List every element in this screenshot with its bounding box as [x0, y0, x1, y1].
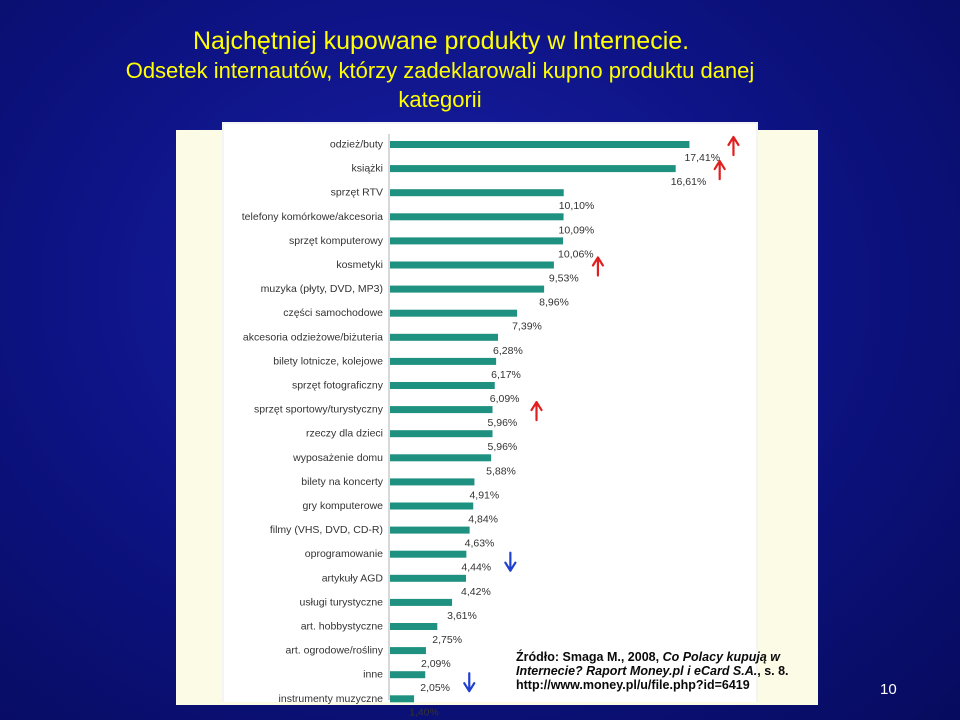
down-arrow-icon	[504, 551, 517, 572]
bar	[390, 189, 564, 197]
value-label: 2,09%	[421, 658, 451, 670]
category-label: kosmetyki	[336, 259, 383, 271]
slide-subtitle: Odsetek internautów, którzy zadeklarowal…	[125, 58, 755, 112]
source-suffix: , s. 8.	[757, 664, 789, 678]
value-label: 8,96%	[539, 297, 569, 309]
value-label: 2,05%	[420, 682, 450, 694]
bar	[390, 309, 518, 317]
bar	[390, 526, 470, 534]
value-label: 17,41%	[684, 152, 720, 164]
up-arrow-icon	[591, 256, 605, 277]
category-label: bilety na koncerty	[301, 476, 383, 488]
value-label: 4,44%	[461, 562, 491, 574]
bar	[390, 357, 497, 365]
source-prefix: Źródło: Smaga M., 2008,	[516, 650, 663, 664]
category-label: sprzęt sportowy/turystyczny	[254, 404, 384, 416]
source-note: Źródło: Smaga M., 2008, Co Polacy kupują…	[516, 650, 816, 692]
value-label: 10,06%	[558, 248, 594, 260]
category-label: części samochodowe	[283, 307, 383, 319]
category-label: instrumenty muzyczne	[279, 693, 384, 705]
category-label: odzież/buty	[330, 139, 384, 151]
category-label: oprogramowanie	[305, 548, 383, 560]
value-label: 5,96%	[488, 417, 518, 429]
category-label: inne	[363, 669, 383, 681]
category-label: muzyka (płyty, DVD, MP3)	[261, 283, 383, 295]
bar	[390, 623, 438, 630]
page-number: 10	[880, 681, 897, 698]
value-label: 16,61%	[671, 176, 707, 188]
bar	[390, 478, 475, 486]
bar	[390, 598, 453, 606]
bar	[390, 333, 499, 341]
bar	[390, 382, 495, 389]
value-label: 4,91%	[469, 489, 499, 501]
up-arrow-icon	[727, 135, 740, 157]
category-label: telefony komórkowe/akcesoria	[242, 211, 383, 223]
value-label: 9,53%	[549, 273, 579, 285]
up-arrow-icon	[713, 160, 726, 181]
category-label: sprzęt fotograficzny	[292, 380, 384, 392]
category-label: sprzęt komputerowy	[289, 235, 384, 247]
value-label: 4,63%	[465, 538, 495, 550]
value-label: 3,61%	[447, 610, 477, 622]
category-label: sprzęt RTV	[331, 187, 383, 199]
category-label: wyposażenie domu	[292, 452, 383, 464]
value-label: 10,09%	[559, 224, 595, 236]
bar	[390, 285, 545, 293]
value-label: 7,39%	[512, 321, 542, 333]
value-label: 6,28%	[493, 345, 523, 357]
value-label: 6,09%	[490, 393, 520, 405]
category-label: artykuły AGD	[322, 572, 384, 584]
source-title: Co Polacy kupują w Internecie? Raport Mo…	[516, 650, 780, 678]
bar	[390, 502, 474, 510]
category-label: filmy (VHS, DVD, CD-R)	[270, 524, 383, 536]
value-label: 10,10%	[559, 200, 595, 212]
bar	[390, 695, 415, 703]
slide-title: Najchętniej kupowane produkty w Internec…	[193, 27, 690, 55]
bar	[390, 671, 426, 679]
bar	[390, 550, 467, 558]
value-label: 2,75%	[432, 634, 462, 646]
value-label: 4,42%	[461, 586, 491, 598]
category-label: rzeczy dla dzieci	[306, 428, 383, 440]
category-label: bilety lotnicze, kolejowe	[273, 355, 383, 367]
value-label: 1,40%	[409, 706, 439, 718]
category-label: książki	[351, 163, 383, 175]
bar	[390, 430, 493, 438]
category-label: art. hobbystyczne	[301, 621, 383, 633]
bar	[390, 261, 554, 269]
value-label: 5,96%	[488, 441, 518, 453]
value-label: 4,84%	[468, 514, 498, 526]
value-label: 5,88%	[486, 465, 516, 477]
value-label: 6,17%	[491, 369, 521, 381]
down-arrow-icon	[463, 672, 476, 693]
up-arrow-icon	[530, 401, 543, 422]
category-label: art. ogrodowe/rośliny	[286, 645, 384, 657]
bar	[390, 213, 564, 221]
bar	[390, 647, 426, 655]
category-label: akcesoria odzieżowe/biżuteria	[243, 331, 383, 343]
bar	[390, 406, 493, 414]
bar	[390, 454, 492, 462]
bar	[390, 141, 690, 148]
bar	[390, 165, 676, 173]
bar	[390, 574, 467, 582]
bar	[390, 237, 564, 245]
category-label: gry komputerowe	[302, 500, 383, 512]
category-label: usługi turystyczne	[300, 596, 384, 608]
source-url[interactable]: http://www.money.pl/u/file.php?id=6419	[516, 678, 750, 692]
